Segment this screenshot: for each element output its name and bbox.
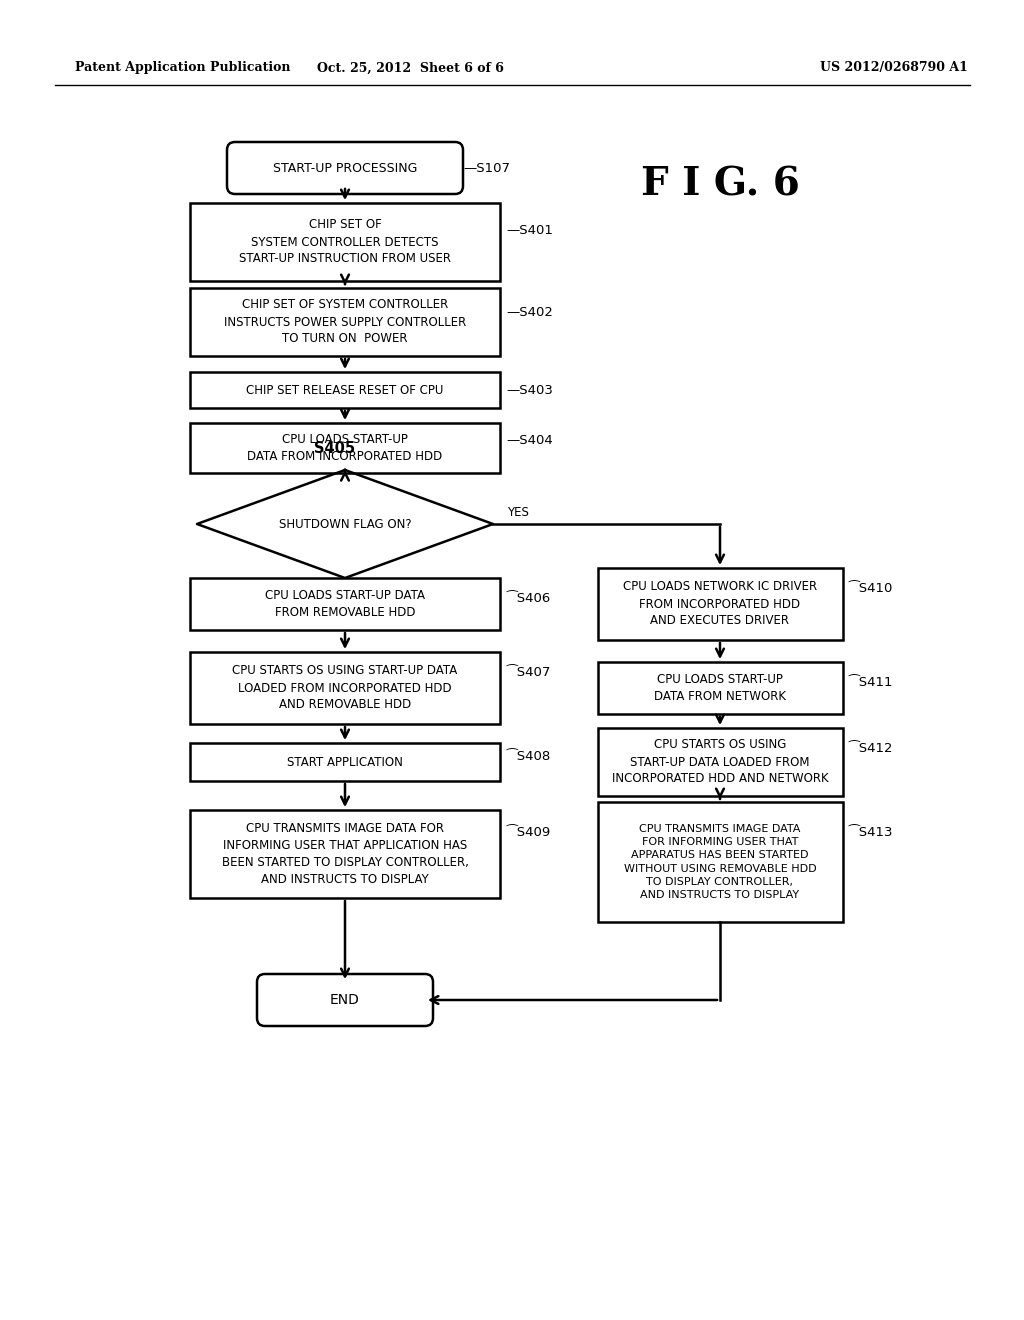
Text: CHIP SET OF
SYSTEM CONTROLLER DETECTS
START-UP INSTRUCTION FROM USER: CHIP SET OF SYSTEM CONTROLLER DETECTS ST… <box>239 219 451 265</box>
FancyBboxPatch shape <box>597 663 843 714</box>
Text: SHUTDOWN FLAG ON?: SHUTDOWN FLAG ON? <box>279 517 412 531</box>
FancyBboxPatch shape <box>227 143 463 194</box>
Text: —S404: —S404 <box>506 433 553 446</box>
Text: —S402: —S402 <box>506 305 553 318</box>
FancyBboxPatch shape <box>257 974 433 1026</box>
FancyBboxPatch shape <box>190 422 500 473</box>
Text: CPU TRANSMITS IMAGE DATA
FOR INFORMING USER THAT
APPARATUS HAS BEEN STARTED
WITH: CPU TRANSMITS IMAGE DATA FOR INFORMING U… <box>624 824 816 900</box>
Text: CPU LOADS NETWORK IC DRIVER
FROM INCORPORATED HDD
AND EXECUTES DRIVER: CPU LOADS NETWORK IC DRIVER FROM INCORPO… <box>623 581 817 627</box>
FancyBboxPatch shape <box>597 729 843 796</box>
Text: —S403: —S403 <box>506 384 553 396</box>
FancyBboxPatch shape <box>597 803 843 921</box>
Text: CHIP SET RELEASE RESET OF CPU: CHIP SET RELEASE RESET OF CPU <box>247 384 443 396</box>
Text: NO: NO <box>215 591 233 605</box>
FancyBboxPatch shape <box>597 568 843 640</box>
Text: Patent Application Publication: Patent Application Publication <box>75 62 291 74</box>
FancyBboxPatch shape <box>190 578 500 630</box>
FancyBboxPatch shape <box>190 810 500 898</box>
Text: START-UP PROCESSING: START-UP PROCESSING <box>272 161 417 174</box>
Text: —S107: —S107 <box>463 161 510 174</box>
Text: US 2012/0268790 A1: US 2012/0268790 A1 <box>820 62 968 74</box>
Text: YES: YES <box>507 506 528 519</box>
Text: ⁀S406: ⁀S406 <box>506 591 550 605</box>
Text: CPU STARTS OS USING START-UP DATA
LOADED FROM INCORPORATED HDD
AND REMOVABLE HDD: CPU STARTS OS USING START-UP DATA LOADED… <box>232 664 458 711</box>
FancyBboxPatch shape <box>190 203 500 281</box>
Text: CPU TRANSMITS IMAGE DATA FOR
INFORMING USER THAT APPLICATION HAS
BEEN STARTED TO: CPU TRANSMITS IMAGE DATA FOR INFORMING U… <box>221 822 468 886</box>
Text: —S401: —S401 <box>506 223 553 236</box>
FancyBboxPatch shape <box>190 288 500 356</box>
Polygon shape <box>197 470 493 578</box>
Text: ⁀S410: ⁀S410 <box>849 582 893 594</box>
Text: ⁀S413: ⁀S413 <box>849 825 893 838</box>
Text: CPU STARTS OS USING
START-UP DATA LOADED FROM
INCORPORATED HDD AND NETWORK: CPU STARTS OS USING START-UP DATA LOADED… <box>611 738 828 785</box>
Text: START APPLICATION: START APPLICATION <box>287 755 402 768</box>
Text: CHIP SET OF SYSTEM CONTROLLER
INSTRUCTS POWER SUPPLY CONTROLLER
TO TURN ON  POWE: CHIP SET OF SYSTEM CONTROLLER INSTRUCTS … <box>224 298 466 346</box>
Text: CPU LOADS START-UP
DATA FROM INCORPORATED HDD: CPU LOADS START-UP DATA FROM INCORPORATE… <box>248 433 442 463</box>
Text: ⁀S412: ⁀S412 <box>849 742 893 755</box>
Text: ⁀S409: ⁀S409 <box>506 825 550 838</box>
FancyBboxPatch shape <box>190 652 500 723</box>
Text: ⁀S408: ⁀S408 <box>506 750 550 763</box>
Text: ⁀S411: ⁀S411 <box>849 676 893 689</box>
Text: S405: S405 <box>314 441 355 455</box>
Text: CPU LOADS START-UP DATA
FROM REMOVABLE HDD: CPU LOADS START-UP DATA FROM REMOVABLE H… <box>265 589 425 619</box>
Text: Oct. 25, 2012  Sheet 6 of 6: Oct. 25, 2012 Sheet 6 of 6 <box>316 62 504 74</box>
Text: F I G. 6: F I G. 6 <box>641 166 800 205</box>
FancyBboxPatch shape <box>190 743 500 781</box>
Text: CPU LOADS START-UP
DATA FROM NETWORK: CPU LOADS START-UP DATA FROM NETWORK <box>654 673 786 704</box>
FancyBboxPatch shape <box>190 372 500 408</box>
Text: ⁀S407: ⁀S407 <box>506 665 550 678</box>
Text: END: END <box>330 993 360 1007</box>
